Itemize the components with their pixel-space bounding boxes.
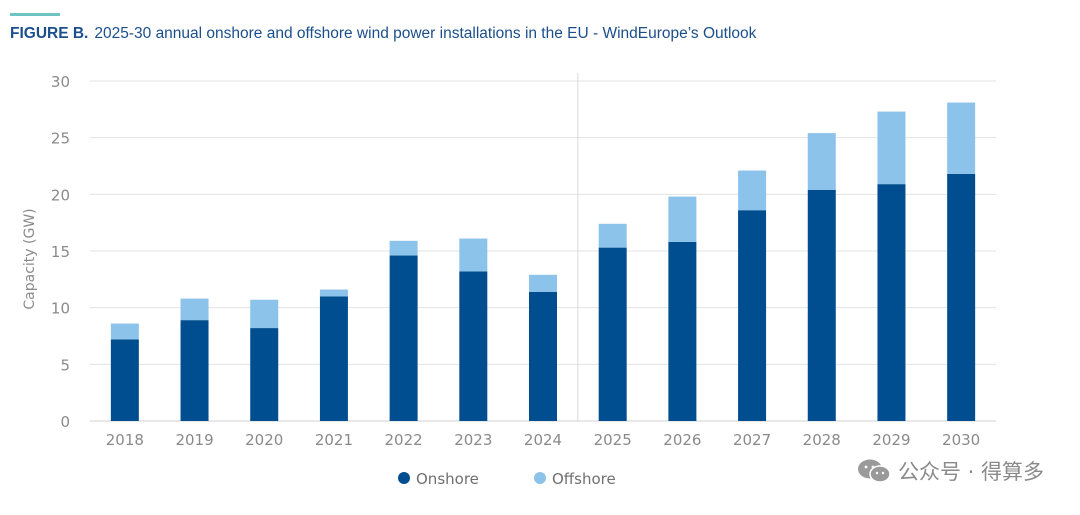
watermark: 公众号 · 得算多 xyxy=(856,456,1044,486)
bar-offshore xyxy=(180,298,209,321)
bar-offshore xyxy=(807,133,836,190)
bar-onshore xyxy=(877,184,906,421)
x-tick-label: 2018 xyxy=(106,431,144,449)
bar-onshore xyxy=(250,328,279,421)
bar-offshore xyxy=(877,111,906,185)
bar-onshore xyxy=(668,241,697,421)
bar-offshore xyxy=(947,102,976,174)
bar-offshore xyxy=(529,274,557,292)
x-tick-label: 2030 xyxy=(942,431,980,449)
y-tick-label: 10 xyxy=(51,300,70,318)
y-axis-title: Capacity (GW) xyxy=(22,208,38,309)
legend-swatch xyxy=(398,472,410,484)
bar-onshore xyxy=(529,291,557,421)
bar-offshore xyxy=(459,238,488,272)
bar-onshore xyxy=(110,339,139,421)
figure-title: FIGURE B. 2025-30 annual onshore and offs… xyxy=(10,25,756,43)
y-tick-label: 30 xyxy=(51,73,70,91)
legend-label: Offshore xyxy=(552,470,616,488)
x-tick-label: 2025 xyxy=(594,431,632,449)
y-tick-label: 25 xyxy=(51,130,70,148)
bar-offshore xyxy=(250,299,279,329)
x-tick-label: 2022 xyxy=(385,431,423,449)
wechat-logo-icon xyxy=(857,459,891,483)
bar-offshore xyxy=(319,289,348,297)
legend-label: Onshore xyxy=(416,470,479,488)
bar-offshore xyxy=(738,170,767,211)
figure-title-text: 2025-30 annual onshore and offshore wind… xyxy=(94,25,757,42)
bar-onshore xyxy=(180,320,209,421)
bar-onshore xyxy=(738,210,767,421)
x-tick-label: 2029 xyxy=(872,431,910,449)
x-tick-label: 2027 xyxy=(733,431,771,449)
x-tick-label: 2026 xyxy=(663,431,701,449)
x-tick-label: 2020 xyxy=(245,431,283,449)
bar-offshore xyxy=(389,240,418,256)
bar-offshore xyxy=(598,223,627,248)
x-tick-label: 2019 xyxy=(175,431,213,449)
bar-onshore xyxy=(947,173,976,421)
bar-onshore xyxy=(598,247,627,421)
watermark-text: 公众号 · 得算多 xyxy=(897,460,1044,484)
x-tick-label: 2021 xyxy=(315,431,353,449)
bar-offshore xyxy=(110,323,139,340)
y-tick-label: 5 xyxy=(60,356,70,374)
y-tick-label: 0 xyxy=(60,413,70,431)
title-accent-rule xyxy=(10,13,60,16)
figure-label: FIGURE B. xyxy=(10,25,89,42)
bar-onshore xyxy=(319,296,348,421)
legend-swatch xyxy=(534,472,546,484)
bar-onshore xyxy=(807,189,836,421)
x-tick-label: 2028 xyxy=(803,431,841,449)
x-tick-label: 2024 xyxy=(524,431,562,449)
y-tick-label: 15 xyxy=(51,243,70,261)
y-tick-label: 20 xyxy=(51,186,70,204)
x-tick-label: 2023 xyxy=(454,431,492,449)
bar-onshore xyxy=(389,255,418,421)
bar-onshore xyxy=(459,271,488,421)
bar-offshore xyxy=(668,196,697,242)
